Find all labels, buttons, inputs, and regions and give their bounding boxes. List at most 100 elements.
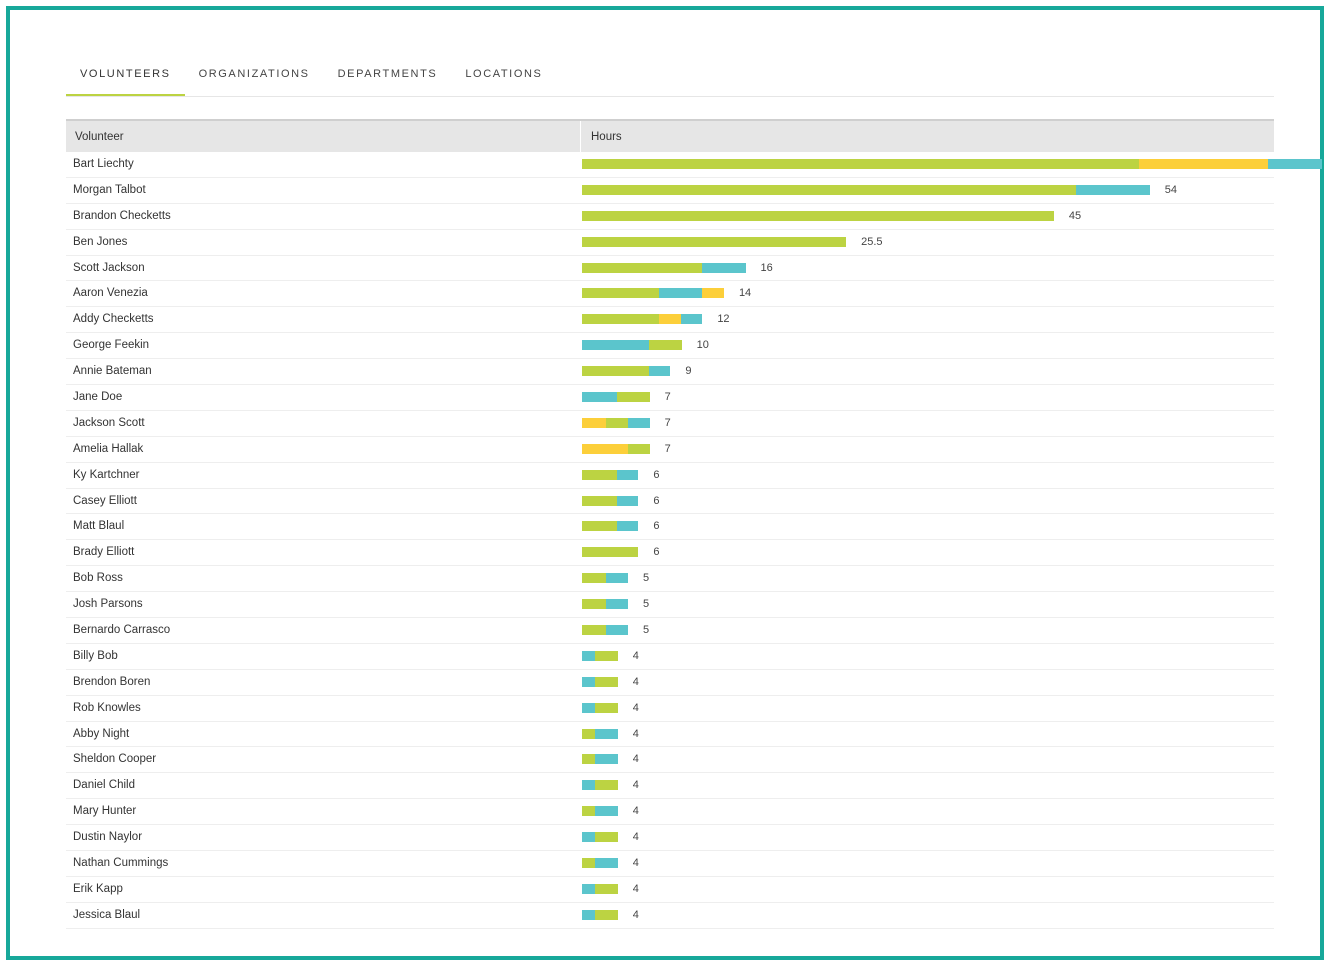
- table-row[interactable]: Bart Liechty70: [66, 152, 1322, 178]
- bar-segment-teal: [605, 599, 629, 610]
- bar-segment-yellow: [1139, 159, 1269, 169]
- table-row[interactable]: Daniel Child 4: [66, 773, 1274, 800]
- hours-value: 4: [632, 831, 639, 844]
- table-row[interactable]: Jackson Scott 7: [66, 411, 1274, 437]
- tab-organizations[interactable]: ORGANIZATIONS: [198, 68, 310, 80]
- volunteer-name: George Feekin: [73, 339, 150, 352]
- hours-value: 4: [632, 675, 639, 688]
- table-row[interactable]: Brady Elliott 6: [66, 540, 1274, 567]
- table-row[interactable]: Dustin Naylor 4: [66, 825, 1274, 852]
- table-row[interactable]: George Feekin 10: [66, 333, 1274, 360]
- table-row[interactable]: Addy Checketts 12: [66, 307, 1274, 334]
- volunteer-name: Rob Knowles: [73, 701, 141, 714]
- bar-segment-green: [595, 780, 618, 791]
- table-row[interactable]: Jane Doe 7: [66, 385, 1274, 411]
- hours-value: 16: [760, 261, 773, 274]
- table-row[interactable]: Nathan Cummings 4: [66, 851, 1274, 877]
- tab-volunteers[interactable]: VOLUNTEERS: [66, 54, 185, 96]
- table-row[interactable]: Bob Ross 5: [66, 566, 1274, 593]
- table-row[interactable]: Josh Parsons 5: [66, 592, 1274, 619]
- hours-bar: [582, 832, 618, 843]
- bar-segment-teal: [582, 392, 617, 403]
- bar-segment-teal: [628, 417, 650, 428]
- bar-segment-green: [628, 443, 650, 454]
- bar-segment-teal: [616, 495, 639, 506]
- table-row[interactable]: Rob Knowles 4: [66, 696, 1274, 722]
- bar-segment-teal: [605, 573, 629, 584]
- bar-segment-green: [582, 728, 596, 739]
- volunteer-name: Dustin Naylor: [73, 831, 143, 844]
- bar-segment-teal: [680, 314, 703, 325]
- bar-segment-green: [582, 469, 617, 480]
- table-row[interactable]: Brandon Checketts 45: [66, 204, 1274, 230]
- table-row[interactable]: Morgan Talbot 54: [66, 178, 1274, 204]
- volunteer-name: Bernardo Carrasco: [73, 624, 171, 637]
- hours-bar: [582, 417, 650, 428]
- table-row[interactable]: Scott Jackson 16: [66, 256, 1274, 282]
- bar-segment-yellow: [582, 443, 629, 454]
- bar-segment-teal: [595, 754, 618, 765]
- hours-bar: [582, 366, 671, 377]
- table-row[interactable]: Mary Hunter 4: [66, 799, 1274, 826]
- tab-departments[interactable]: DEPARTMENTS: [337, 68, 438, 80]
- bar-segment-teal: [616, 469, 639, 480]
- tab-locations[interactable]: LOCATIONS: [465, 68, 543, 80]
- hours-bar: [582, 858, 618, 869]
- table-row[interactable]: Billy Bob 4: [66, 644, 1274, 670]
- column-header-volunteer[interactable]: Volunteer: [75, 130, 124, 143]
- hours-value: 45: [1068, 209, 1082, 222]
- table-row[interactable]: Annie Bateman 9: [66, 359, 1274, 386]
- bar-segment-green: [582, 547, 639, 558]
- table-row[interactable]: Aaron Venezia 14: [66, 281, 1274, 308]
- table-row[interactable]: Casey Elliott 6: [66, 489, 1274, 515]
- table-row[interactable]: Amelia Hallak 7: [66, 437, 1274, 463]
- bar-segment-green: [648, 340, 682, 351]
- bar-segment-teal: [605, 625, 629, 636]
- table-row[interactable]: Matt Blaul 6: [66, 514, 1274, 541]
- bar-segment-green: [582, 288, 660, 299]
- bar-segment-green: [595, 676, 618, 687]
- table-row[interactable]: Abby Night 4: [66, 722, 1274, 748]
- volunteer-name: Jessica Blaul: [73, 908, 141, 921]
- volunteer-name: Ky Kartchner: [73, 468, 140, 481]
- volunteer-name: Amelia Hallak: [73, 442, 144, 455]
- column-header-hours[interactable]: Hours: [580, 121, 622, 152]
- table-row[interactable]: Ben Jones 25.5: [66, 230, 1274, 256]
- hours-bar: [582, 754, 618, 765]
- bar-segment-yellow: [702, 288, 724, 299]
- volunteer-name: Mary Hunter: [73, 805, 137, 818]
- hours-bar: [582, 728, 618, 739]
- hours-value: 4: [632, 779, 639, 792]
- hours-bar: [582, 780, 618, 791]
- table-row[interactable]: Bernardo Carrasco 5: [66, 618, 1274, 644]
- hours-value: 7: [664, 416, 671, 429]
- hours-value: 4: [632, 857, 639, 870]
- bar-segment-teal: [582, 702, 596, 713]
- hours-value: 4: [632, 727, 639, 740]
- table-row[interactable]: Ky Kartchner 6: [66, 463, 1274, 489]
- bar-segment-green: [582, 521, 617, 532]
- hours-value: 6: [653, 520, 660, 533]
- hours-value: 4: [632, 649, 639, 662]
- hours-bar: [582, 210, 1054, 221]
- bar-segment-green: [595, 909, 618, 920]
- table-row[interactable]: Brendon Boren 4: [66, 670, 1274, 696]
- bar-segment-green: [582, 262, 703, 273]
- bar-segment-green: [582, 858, 596, 869]
- volunteer-name: Jane Doe: [73, 391, 123, 404]
- volunteer-name: Ben Jones: [73, 235, 128, 248]
- table-row[interactable]: Sheldon Cooper 4: [66, 747, 1274, 774]
- bar-segment-teal: [582, 650, 596, 661]
- bar-segment-green: [582, 184, 1076, 195]
- bar-segment-teal: [582, 883, 596, 894]
- bar-segment-teal: [595, 858, 618, 869]
- table-row[interactable]: Jessica Blaul 4: [66, 903, 1274, 929]
- table-row[interactable]: Erik Kapp 4: [66, 877, 1274, 903]
- hours-bar: [582, 521, 639, 532]
- hours-value: 10: [696, 339, 709, 352]
- hours-bar: [582, 314, 703, 325]
- hours-bar: [582, 883, 618, 894]
- volunteer-name: Erik Kapp: [73, 882, 123, 895]
- hours-bar: [582, 676, 618, 687]
- bar-segment-green: [582, 599, 606, 610]
